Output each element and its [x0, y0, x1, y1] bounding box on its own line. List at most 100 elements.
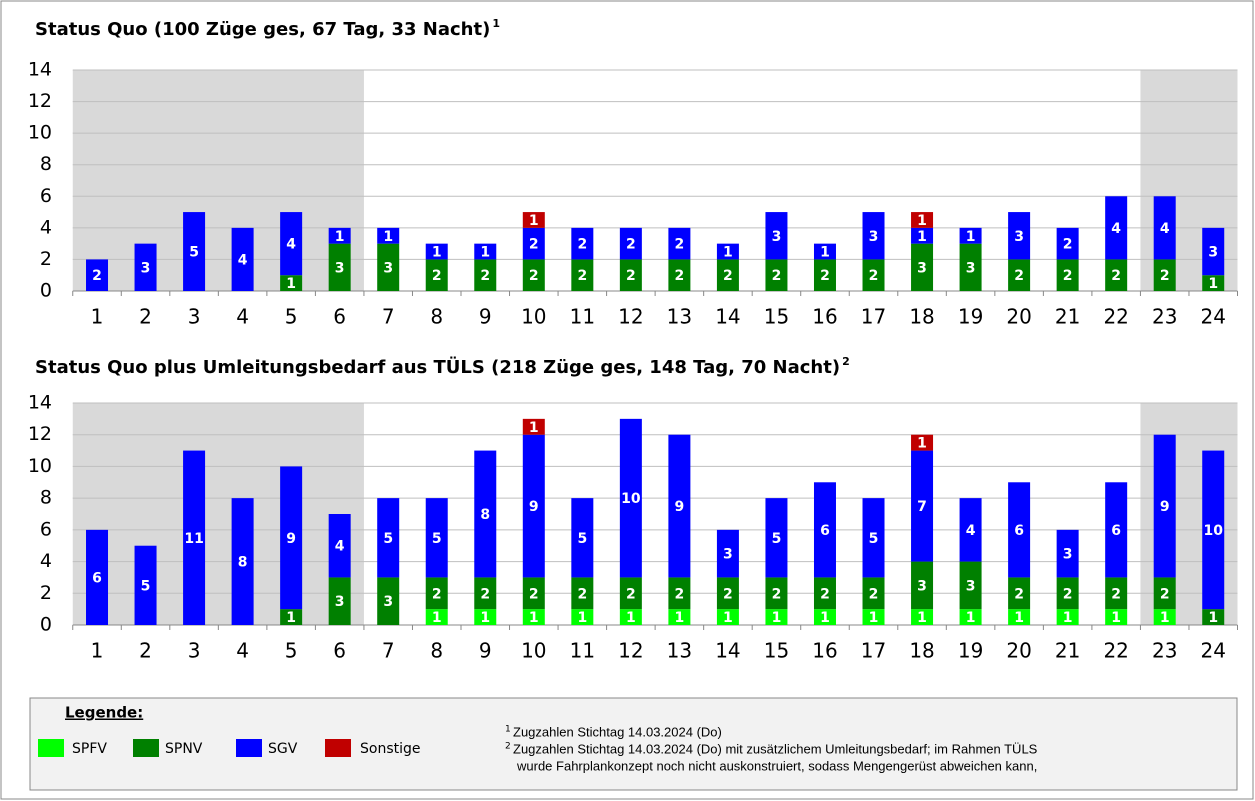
bar-segment [1105, 577, 1128, 610]
data-label: 1 [626, 610, 636, 626]
data-label: 2 [432, 268, 442, 284]
data-label: 1 [432, 245, 442, 261]
chart-title: Status Quo (100 Züge ges, 67 Tag, 33 Nac… [35, 19, 490, 40]
data-label: 2 [820, 586, 830, 602]
bar-segment [668, 577, 691, 610]
bar-segment [1056, 609, 1079, 625]
x-tick-label: 16 [812, 305, 837, 329]
x-tick-label: 17 [861, 305, 886, 329]
bar-segment [522, 434, 545, 578]
x-tick-label: 8 [430, 305, 443, 329]
bar-segment [1202, 227, 1225, 276]
bar-segment [522, 577, 545, 610]
data-label: 2 [772, 586, 782, 602]
bar-segment [183, 212, 206, 291]
data-label: 4 [1111, 221, 1121, 237]
data-label: 1 [772, 610, 782, 626]
data-label: 6 [1014, 523, 1024, 539]
bar-segment [377, 498, 400, 578]
bar-segment [134, 545, 157, 625]
bar-segment [716, 259, 739, 291]
bar-segment [425, 243, 448, 260]
bar-segment [474, 243, 497, 260]
bar-segment [328, 577, 351, 625]
x-tick-label: 16 [812, 639, 837, 663]
data-label: 2 [1111, 268, 1121, 284]
title-note: 2 [842, 355, 850, 368]
data-label: 2 [577, 237, 587, 253]
x-tick-label: 23 [1152, 305, 1177, 329]
chart-title: Status Quo plus Umleitungsbedarf aus TÜL… [35, 356, 840, 378]
data-label: 1 [1160, 610, 1170, 626]
bar-segment [280, 275, 303, 291]
bar-segment [86, 259, 109, 291]
data-label: 1 [820, 610, 830, 626]
bar-segment [765, 609, 788, 625]
bar-segment [1153, 609, 1176, 625]
bar-segment [231, 498, 254, 625]
data-label: 2 [869, 268, 879, 284]
x-tick-label: 7 [382, 639, 395, 663]
bar-segment [1056, 577, 1079, 610]
x-tick-label: 5 [285, 305, 298, 329]
bar-segment [1105, 482, 1128, 578]
data-label: 2 [675, 586, 685, 602]
bar-segment [813, 609, 836, 625]
x-tick-label: 9 [479, 305, 492, 329]
bar-segment [1008, 259, 1031, 291]
x-tick-label: 8 [430, 639, 443, 663]
bar-segment [231, 227, 254, 291]
legend-swatch [133, 739, 159, 757]
data-label: 11 [184, 531, 203, 547]
footnote-mark: 1 [505, 725, 511, 735]
data-label: 1 [335, 229, 345, 245]
data-label: 1 [1014, 610, 1024, 626]
x-tick-label: 4 [236, 639, 249, 663]
bar-segment [1105, 259, 1128, 291]
data-label: 9 [1160, 499, 1170, 515]
data-label: 2 [626, 237, 636, 253]
y-tick-label: 12 [28, 423, 52, 445]
data-label: 5 [772, 531, 782, 547]
bar-segment [619, 227, 642, 260]
y-tick-label: 12 [28, 90, 52, 112]
bar-segment [86, 529, 109, 625]
legend-swatch [236, 739, 262, 757]
data-label: 2 [577, 268, 587, 284]
bar-segment [1202, 275, 1225, 291]
bar-segment [813, 259, 836, 291]
legend-label: Sonstige [360, 741, 421, 757]
data-label: 1 [820, 245, 830, 261]
bar-segment [571, 609, 594, 625]
data-label: 5 [869, 531, 879, 547]
bar-segment [134, 243, 157, 291]
x-tick-label: 15 [764, 305, 789, 329]
bar-segment [1056, 259, 1079, 291]
bar-segment [425, 498, 448, 578]
x-tick-label: 19 [958, 305, 983, 329]
data-label: 10 [621, 491, 641, 507]
x-tick-label: 19 [958, 639, 983, 663]
x-tick-label: 18 [909, 639, 934, 663]
x-tick-label: 4 [236, 305, 249, 329]
y-tick-label: 8 [40, 153, 52, 175]
bar-segment [911, 561, 934, 610]
bar-segment [1153, 434, 1176, 578]
data-label: 1 [432, 610, 442, 626]
bar-segment [1153, 577, 1176, 610]
x-tick-label: 20 [1006, 305, 1031, 329]
legend-label: SPFV [72, 741, 107, 757]
data-label: 4 [966, 523, 976, 539]
data-label: 1 [286, 610, 296, 626]
data-label: 3 [917, 260, 927, 276]
bar-segment [522, 259, 545, 291]
x-tick-label: 10 [521, 305, 546, 329]
data-label: 6 [820, 523, 830, 539]
data-label: 2 [723, 586, 733, 602]
x-tick-label: 12 [618, 639, 643, 663]
bar-segment [1202, 450, 1225, 610]
data-label: 2 [626, 268, 636, 284]
data-label: 2 [529, 586, 539, 602]
data-label: 6 [1111, 523, 1121, 539]
